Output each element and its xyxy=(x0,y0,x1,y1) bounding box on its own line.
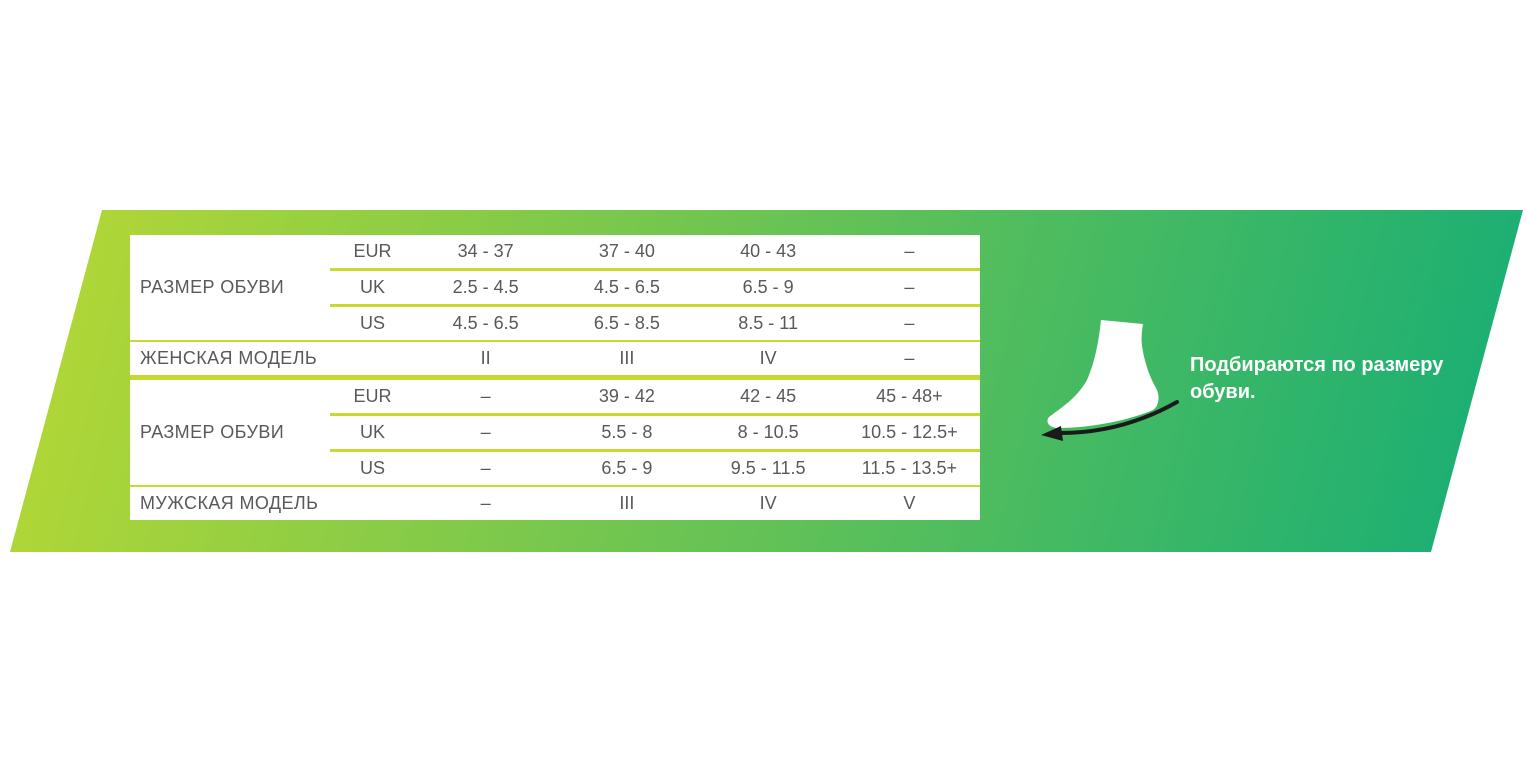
size-cell: – xyxy=(904,241,915,261)
size-cell: 40 - 43 xyxy=(740,241,797,261)
model-cell: II xyxy=(480,348,491,368)
size-cell: 2.5 - 4.5 xyxy=(452,277,519,297)
length-arrow-shaft xyxy=(1059,400,1179,435)
size-cell: 42 - 45 xyxy=(740,386,797,406)
size-block-men: РАЗМЕР ОБУВИ EUR – 39 - 42 42 - 45 45 - … xyxy=(130,380,980,485)
model-row-label: МУЖСКАЯ МОДЕЛЬ xyxy=(140,493,319,513)
model-cell: IV xyxy=(759,493,777,513)
size-row-eur-men: EUR – 39 - 42 42 - 45 45 - 48+ xyxy=(330,380,980,416)
size-cell: 6.5 - 8.5 xyxy=(593,313,660,333)
model-cell: – xyxy=(904,348,915,368)
size-cell: 45 - 48+ xyxy=(876,386,943,406)
size-cell: 8.5 - 11 xyxy=(738,313,798,333)
size-cell: 10.5 - 12.5+ xyxy=(861,422,958,442)
foot-icon xyxy=(1041,320,1179,441)
fitting-note-text: Подбираются по размеру обуви. xyxy=(1190,354,1444,403)
model-cell: IV xyxy=(759,348,777,368)
size-row-uk-women: UK 2.5 - 4.5 4.5 - 6.5 6.5 - 9 – xyxy=(330,271,980,307)
size-chart-table: РАЗМЕР ОБУВИ EUR 34 - 37 37 - 40 40 - 43… xyxy=(130,235,980,520)
size-row-us-men: US – 6.5 - 9 9.5 - 11.5 11.5 - 13.5+ xyxy=(330,452,980,485)
model-cell: V xyxy=(903,493,916,513)
size-row-eur-women: EUR 34 - 37 37 - 40 40 - 43 – xyxy=(330,235,980,271)
size-cell: 9.5 - 11.5 xyxy=(730,458,806,478)
section-divider xyxy=(130,375,980,380)
size-cell: 6.5 - 9 xyxy=(742,277,794,297)
size-row-uk-men: UK – 5.5 - 8 8 - 10.5 10.5 - 12.5+ xyxy=(330,416,980,452)
size-row-us-women: US 4.5 - 6.5 6.5 - 8.5 8.5 - 11 – xyxy=(330,307,980,340)
unit-label: EUR xyxy=(353,241,392,261)
model-cell: – xyxy=(480,493,491,513)
size-cell: – xyxy=(480,386,491,406)
model-cell: III xyxy=(619,493,635,513)
unit-label: UK xyxy=(359,277,385,297)
size-cell: 4.5 - 6.5 xyxy=(593,277,660,297)
unit-label: UK xyxy=(359,422,385,442)
size-cell: 4.5 - 6.5 xyxy=(452,313,519,333)
size-cell: 11.5 - 13.5+ xyxy=(861,458,957,478)
size-cell: 39 - 42 xyxy=(598,386,655,406)
size-cell: 8 - 10.5 xyxy=(737,422,799,442)
unit-label: US xyxy=(359,313,385,333)
size-cell: 37 - 40 xyxy=(598,241,655,261)
size-cell: – xyxy=(480,422,491,442)
size-cell: – xyxy=(480,458,491,478)
size-cell: 5.5 - 8 xyxy=(601,422,653,442)
length-arrow-head xyxy=(1041,426,1063,441)
size-cell: – xyxy=(904,313,915,333)
size-cell: – xyxy=(904,277,915,297)
unit-label: US xyxy=(359,458,385,478)
size-cell: 34 - 37 xyxy=(457,241,514,261)
model-row-label: ЖЕНСКАЯ МОДЕЛЬ xyxy=(140,348,318,368)
group-label-shoe-size: РАЗМЕР ОБУВИ xyxy=(140,277,285,297)
unit-label: EUR xyxy=(353,386,392,406)
group-label-shoe-size: РАЗМЕР ОБУВИ xyxy=(140,422,285,442)
size-block-women: РАЗМЕР ОБУВИ EUR 34 - 37 37 - 40 40 - 43… xyxy=(130,235,980,340)
model-row-women: ЖЕНСКАЯ МОДЕЛЬ II III IV – xyxy=(130,340,980,375)
model-cell: III xyxy=(619,348,635,368)
model-row-men: МУЖСКАЯ МОДЕЛЬ – III IV V xyxy=(130,485,980,520)
size-cell: 6.5 - 9 xyxy=(601,458,653,478)
